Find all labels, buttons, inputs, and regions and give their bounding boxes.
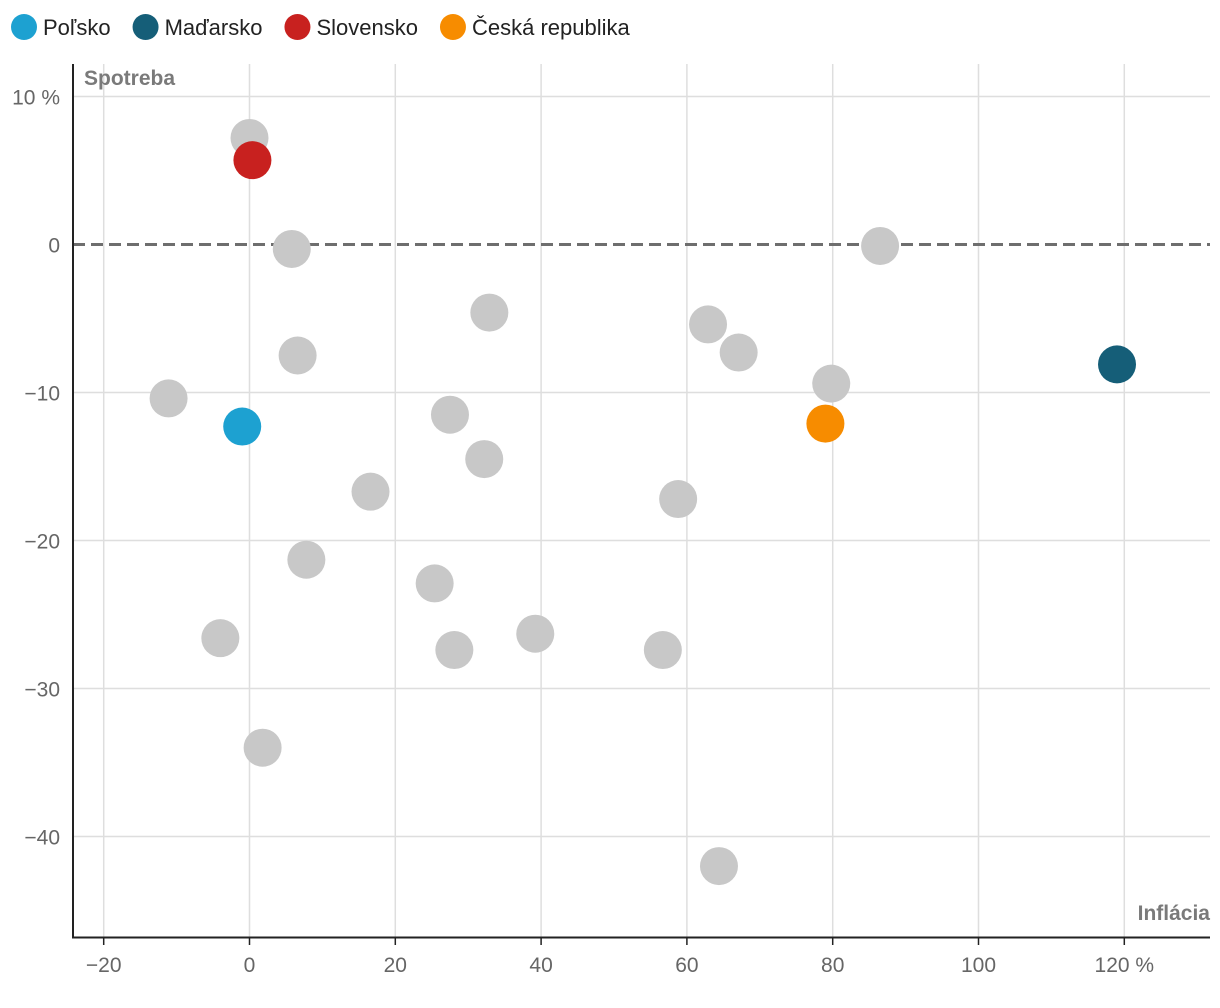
legend-swatch: [284, 14, 311, 40]
x-tick-label: 100: [961, 954, 996, 977]
grid-lines: [73, 64, 1210, 945]
y-tick-label: −30: [24, 679, 60, 702]
y-tick-label: −10: [24, 383, 60, 406]
scatter-point-slovensko: [233, 141, 272, 180]
scatter-point: [643, 631, 682, 670]
scatter-point: [465, 440, 504, 479]
x-tick-label: 120 %: [1095, 954, 1155, 977]
scatter-point: [201, 619, 240, 658]
axes: [72, 64, 1210, 939]
legend-swatch: [439, 14, 466, 40]
scatter-point: [689, 305, 728, 344]
y-tick-label: 10 %: [12, 87, 60, 110]
scatter-point: [430, 395, 469, 434]
scatter-point: [415, 564, 454, 603]
scatter-point: [861, 226, 900, 265]
x-tick-label: 20: [384, 954, 407, 977]
scatter-point: [351, 472, 390, 511]
x-tick-label: 40: [529, 954, 552, 977]
scatter-point: [812, 364, 851, 403]
x-tick-label: 60: [675, 954, 698, 977]
x-tick-label: 80: [821, 954, 844, 977]
y-tick-label: 0: [48, 235, 60, 258]
legend-swatch: [11, 14, 37, 40]
y-axis-title: Spotreba: [84, 67, 175, 90]
scatter-point: [470, 293, 509, 332]
y-tick-label: −20: [24, 531, 60, 554]
scatter-point: [659, 480, 698, 519]
x-tick-label: 0: [244, 954, 256, 977]
data-points: [149, 118, 1137, 886]
y-tick-label: −40: [24, 827, 60, 850]
legend: Poľsko Maďarsko Slovensko Česká republika: [11, 14, 630, 40]
legend-label: Česká republika: [472, 15, 631, 40]
scatter-point-madarsko: [1098, 345, 1137, 384]
scatter-point: [435, 631, 474, 670]
scatter-point-ceska-republika: [806, 404, 845, 443]
scatter-point: [719, 333, 758, 372]
tick-labels: −20 0 20 40 60 80 100 120 % 10 % 0 −10 −20 −30 −40: [12, 87, 1154, 978]
scatter-point: [699, 847, 738, 886]
scatter-point: [272, 229, 311, 268]
scatter-point: [516, 614, 555, 653]
scatter-point: [278, 336, 317, 375]
legend-label: Poľsko: [43, 15, 111, 40]
legend-label: Maďarsko: [165, 15, 263, 40]
x-axis-title: Inflácia: [1138, 902, 1211, 925]
scatter-point-polsko: [223, 407, 262, 446]
legend-swatch: [132, 14, 159, 40]
scatter-point: [149, 379, 188, 418]
scatter-point: [243, 728, 282, 767]
x-tick-label: −20: [86, 954, 122, 977]
scatter-point: [287, 540, 326, 579]
legend-label: Slovensko: [316, 15, 418, 40]
